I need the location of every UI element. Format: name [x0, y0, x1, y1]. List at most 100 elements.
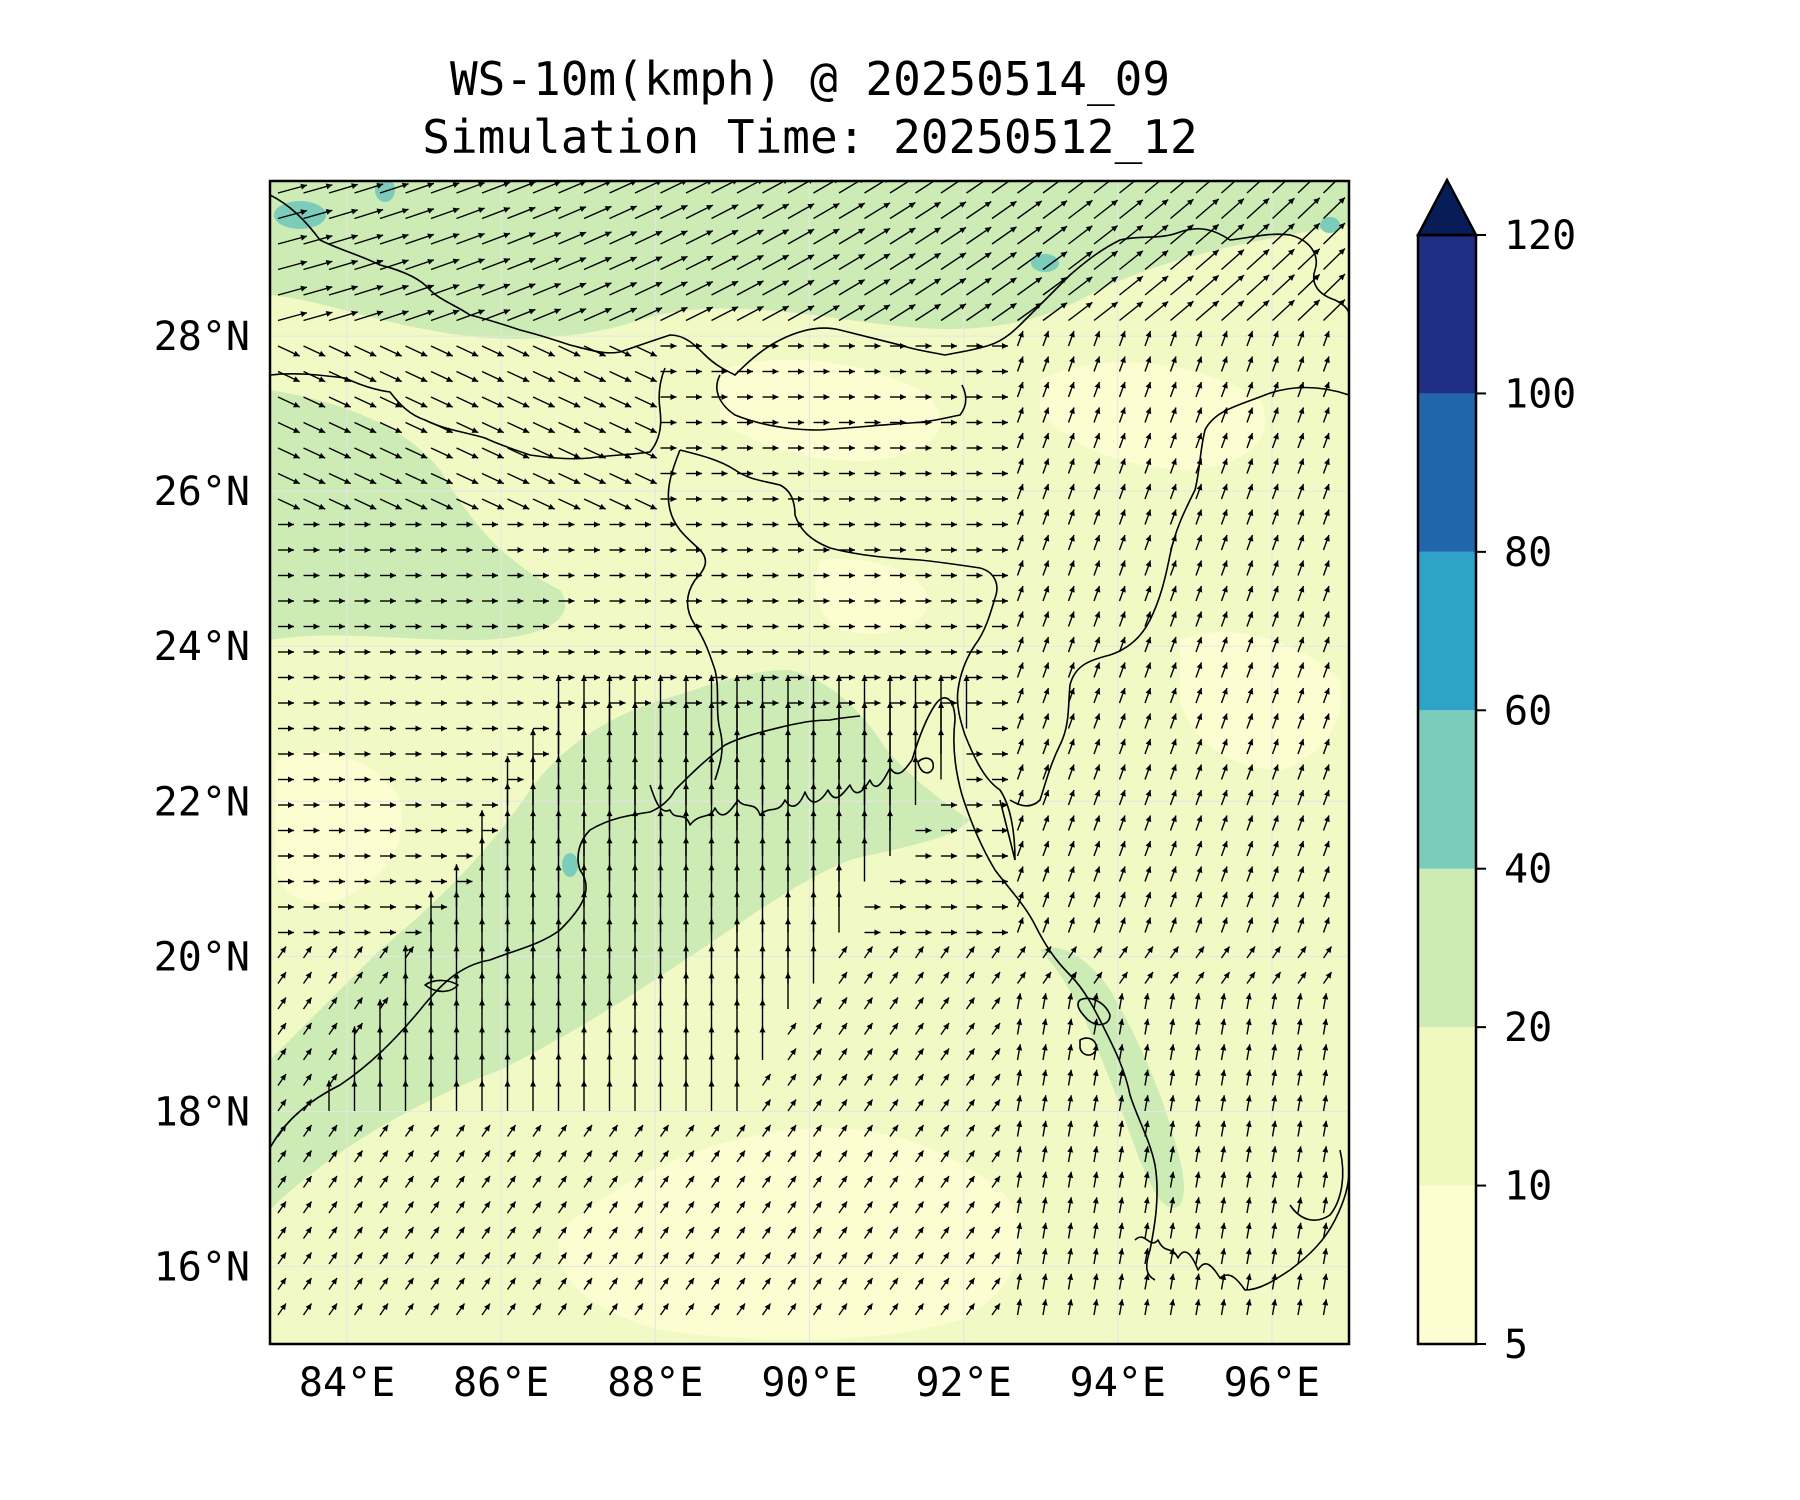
wind-arrow — [861, 837, 868, 882]
wind-arrow — [863, 1022, 874, 1035]
wind-arrow — [632, 1080, 638, 1111]
wind-arrow — [456, 181, 485, 194]
wind-arrow — [1297, 738, 1305, 755]
wind-arrow — [635, 649, 651, 655]
wind-vectors — [277, 181, 1346, 1316]
wind-arrow — [302, 1150, 313, 1163]
wind-arrow — [507, 447, 530, 459]
wind-arrow — [456, 649, 473, 655]
wind-arrow — [737, 470, 753, 477]
wind-arrow — [431, 700, 447, 706]
wind-arrow — [1042, 713, 1050, 729]
wind-arrow — [1220, 1069, 1227, 1086]
wind-arrow — [1042, 815, 1050, 831]
wind-arrow — [788, 700, 804, 706]
wind-arrow — [608, 1252, 619, 1265]
wind-arrow — [557, 1226, 568, 1239]
wind-arrow — [328, 421, 352, 434]
wind-arrow — [329, 725, 345, 732]
wind-arrow — [456, 547, 473, 553]
wind-arrow — [839, 547, 855, 553]
wind-arrow — [1016, 1146, 1023, 1163]
wind-arrow — [431, 674, 447, 681]
wind-arrow — [787, 1150, 797, 1163]
wind-arrow — [1272, 248, 1295, 271]
wind-arrow — [838, 1175, 848, 1188]
wind-arrow — [838, 1226, 848, 1239]
wind-arrow — [328, 971, 338, 984]
wind-arrow — [966, 904, 983, 910]
wind-arrow — [1297, 891, 1305, 908]
wind-arrow — [1042, 458, 1050, 474]
wind-arrow — [1195, 866, 1203, 882]
wind-arrow — [864, 521, 881, 528]
wind-arrow — [1195, 356, 1203, 372]
wind-arrow — [940, 1201, 950, 1214]
wind-arrow — [1144, 275, 1169, 296]
wind-arrow — [940, 1226, 950, 1239]
wind-arrow — [635, 572, 651, 579]
wind-arrow — [303, 751, 320, 757]
wind-arrow — [737, 674, 753, 681]
wind-arrow — [813, 394, 830, 400]
wind-arrow — [992, 725, 1008, 732]
wind-arrow — [507, 472, 530, 485]
wind-arrow — [405, 776, 422, 783]
wind-arrow — [507, 623, 524, 630]
wind-arrow — [941, 904, 957, 910]
wind-arrow — [354, 904, 371, 910]
wind-arrow — [1296, 1197, 1303, 1214]
wind-arrow — [1271, 560, 1279, 576]
wind-arrow — [787, 1252, 797, 1265]
wind-arrow — [506, 1201, 517, 1214]
wind-arrow — [1016, 815, 1024, 831]
wind-arrow — [737, 343, 753, 349]
wind-arrow — [1016, 585, 1024, 602]
wind-arrow — [583, 472, 607, 485]
wind-arrow — [1144, 662, 1152, 678]
wind-arrow — [405, 284, 435, 296]
wind-arrow — [762, 305, 790, 322]
wind-arrow — [1067, 1095, 1074, 1112]
wind-arrow — [328, 1124, 338, 1137]
wind-arrow — [379, 396, 403, 408]
wind-arrow — [889, 1303, 899, 1316]
wind-arrow — [353, 1124, 364, 1137]
wind-arrow — [456, 283, 485, 296]
wind-arrow — [634, 205, 663, 220]
wind-arrow — [1221, 181, 1237, 194]
wind-arrow — [583, 370, 607, 383]
wind-arrow — [863, 1099, 874, 1112]
wind-arrow — [1143, 1120, 1150, 1137]
wind-arrow — [302, 1124, 313, 1137]
wind-arrow — [736, 203, 764, 220]
wind-arrow — [991, 251, 1017, 271]
wind-arrow — [1016, 713, 1024, 729]
wind-arrow — [277, 447, 301, 459]
wind-arrow — [966, 419, 983, 426]
wind-arrow — [481, 472, 505, 485]
wind-arrow — [404, 1150, 415, 1163]
wind-arrow — [912, 756, 919, 805]
wind-arrow — [1296, 1248, 1303, 1265]
wind-arrow — [660, 343, 677, 349]
wind-arrow — [685, 1226, 695, 1239]
wind-arrow — [1118, 381, 1126, 398]
wind-arrow — [966, 470, 983, 477]
wind-arrow — [992, 598, 1008, 604]
wind-arrow — [507, 674, 524, 681]
wind-arrow — [941, 419, 957, 426]
wind-arrow — [354, 725, 371, 732]
wind-arrow — [685, 1277, 695, 1290]
wind-arrow — [711, 547, 728, 553]
wind-arrow — [785, 972, 791, 1009]
wind-arrow — [507, 232, 536, 245]
wind-arrow — [1296, 1171, 1303, 1188]
wind-arrow — [277, 1277, 287, 1290]
wind-arrow — [354, 396, 377, 408]
wind-arrow — [1042, 225, 1068, 245]
wind-arrow — [1118, 993, 1125, 1010]
wind-arrow — [533, 700, 549, 706]
wind-arrow — [532, 370, 556, 383]
wind-arrow — [532, 181, 562, 194]
